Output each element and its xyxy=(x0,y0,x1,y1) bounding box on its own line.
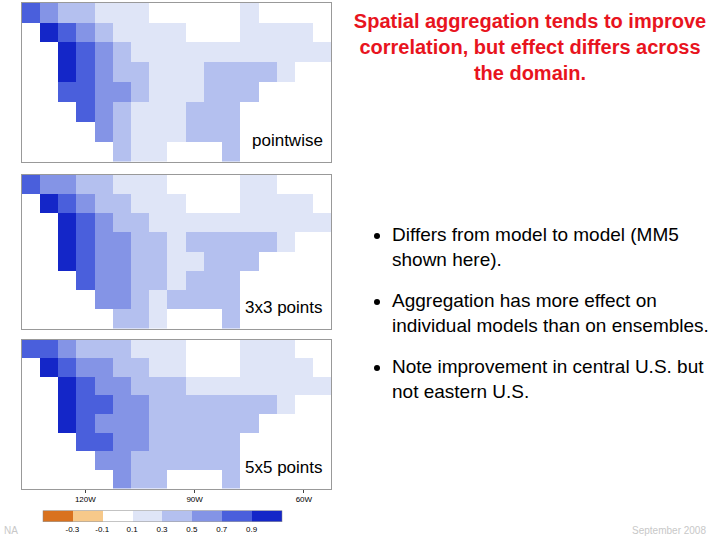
svg-text:3x3 points: 3x3 points xyxy=(245,298,323,317)
svg-text:0.9: 0.9 xyxy=(246,525,258,534)
svg-text:5x5 points: 5x5 points xyxy=(245,458,323,477)
svg-text:60W: 60W xyxy=(296,495,313,504)
svg-text:0.3: 0.3 xyxy=(156,525,168,534)
html-text:Differs from model to model (M: Differs from model to model (MM5 shown h… xyxy=(392,224,679,270)
html-text:September 2008: September 2008 xyxy=(632,525,706,536)
svg-text:120W: 120W xyxy=(75,495,96,504)
html-text:Spatial aggregation tends to i: Spatial aggregation tends to improve cor… xyxy=(353,10,707,84)
svg-text:-0.3: -0.3 xyxy=(65,525,79,534)
svg-text:90W: 90W xyxy=(186,495,203,504)
svg-text:pointwise: pointwise xyxy=(252,131,323,150)
html-text:Aggregation has more effect on: Aggregation has more effect on individua… xyxy=(392,290,709,336)
svg-text:0.7: 0.7 xyxy=(216,525,228,534)
html-text:NA: NA xyxy=(4,525,18,536)
svg-text:-0.1: -0.1 xyxy=(95,525,109,534)
html-text:Note improvement in central U.: Note improvement in central U.S. but not… xyxy=(392,356,704,402)
svg-text:0.1: 0.1 xyxy=(127,525,139,534)
svg-text:0.5: 0.5 xyxy=(186,525,198,534)
